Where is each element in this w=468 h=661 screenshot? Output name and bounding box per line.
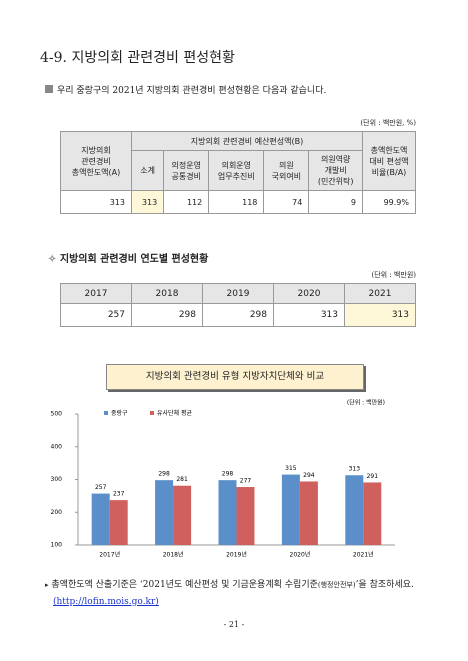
cell: 112 — [163, 190, 210, 214]
note-text: 총액한도액 산출기준은 ‘2021년도 예산편성 및 기금운용계획 수립기준 — [51, 580, 318, 590]
bar — [281, 474, 300, 545]
note-text: ’을 참조하세요. — [355, 580, 414, 590]
link[interactable]: (http://lofin.mois.go.kr) — [53, 597, 159, 607]
bar — [299, 481, 318, 545]
y-tick-label: 500 — [51, 411, 63, 418]
cell: 298 — [131, 303, 203, 327]
header: 소계 — [130, 150, 165, 191]
bar — [363, 482, 382, 545]
header: 의정운영 공통경비 — [163, 150, 210, 191]
data-label: 294 — [303, 472, 315, 479]
data-label: 277 — [240, 478, 252, 485]
chart-unit: (단위 : 백만원) — [347, 399, 385, 407]
section-title: 4-9. 지방의회 관련경비 편성현황 — [40, 50, 235, 66]
legend-swatch — [104, 411, 108, 415]
cell: 298 — [202, 303, 274, 327]
intro: 우리 중랑구의 2021년 지방의회 관련경비 편성현황은 다음과 같습니다. — [45, 83, 326, 96]
x-tick-label: 2021년 — [353, 551, 374, 559]
subtitle-text: 지방의회 관련경비 연도별 편성현황 — [59, 254, 209, 265]
header: 지방의회 관련경비 총액한도액(A) — [60, 131, 132, 191]
x-tick-label: 2020년 — [290, 551, 311, 559]
bar — [345, 475, 364, 545]
bar — [218, 480, 237, 545]
header: 2017 — [60, 283, 132, 304]
y-tick-label: 200 — [51, 509, 63, 516]
data-label: 298 — [158, 471, 170, 478]
header: 의원역량 개발비 (민간위탁) — [308, 150, 363, 191]
data-label: 257 — [95, 484, 107, 491]
cell: 9 — [308, 190, 363, 214]
legend-label: 유사단체 평균 — [157, 409, 193, 417]
x-tick-label: 2019년 — [226, 551, 247, 559]
x-tick-label: 2017년 — [99, 551, 120, 559]
cell: 313 — [60, 190, 132, 214]
subtitle: ✧ 지방의회 관련경비 연도별 편성현황 — [48, 254, 209, 265]
intro-text: 우리 중랑구의 2021년 지방의회 관련경비 편성현황은 다음과 같습니다. — [57, 86, 327, 96]
cell: 313 — [273, 303, 345, 327]
bullet — [45, 85, 53, 93]
legend-swatch — [150, 411, 154, 415]
cell: 313 — [344, 303, 416, 327]
bar — [109, 500, 128, 545]
x-tick-label: 2018년 — [163, 551, 184, 559]
bar — [173, 485, 192, 545]
data-label: 237 — [113, 491, 125, 498]
bar — [236, 487, 255, 545]
header: 의회운영 업무추진비 — [208, 150, 265, 191]
y-tick-label: 100 — [51, 542, 63, 549]
header: 2019 — [202, 283, 274, 304]
yearly-table: 2017 2018 2019 2020 2021 257 298 298 313… — [60, 283, 416, 327]
y-tick-label: 300 — [51, 476, 63, 483]
chart: (단위 : 백만원) 100 200 300 400 500 중랑구 유사단체 평균 2017… — [51, 399, 395, 559]
data-label: 313 — [349, 466, 361, 473]
data-label: 315 — [285, 465, 297, 472]
bar — [91, 493, 110, 545]
page-number: - 21 - — [223, 620, 245, 629]
cell: 74 — [263, 190, 310, 214]
data-label: 291 — [367, 473, 379, 480]
header: 의원 국외여비 — [263, 150, 310, 191]
header: 총액한도액 대비 편성액 비율(B/A) — [362, 131, 416, 191]
unit: (단위 : 백만원) — [371, 271, 416, 279]
data-label: 298 — [222, 471, 234, 478]
header: 2020 — [273, 283, 345, 304]
cell: 118 — [208, 190, 265, 214]
note-source: (행정안전부) — [317, 581, 356, 589]
header: 2021 — [344, 283, 416, 304]
chart-box-title: 지방의회 관련경비 유형 지방자치단체와 비교 — [106, 364, 364, 390]
cell: 257 — [60, 303, 132, 327]
unit: (단위 : 백만원, %) — [360, 119, 416, 127]
header: 지방의회 관련경비 예산편성액(B) — [131, 131, 363, 151]
cell: 99.9% — [362, 190, 416, 214]
cell: 313 — [130, 190, 165, 214]
legend-label: 중랑구 — [111, 410, 128, 417]
y-tick-label: 400 — [51, 443, 63, 450]
data-label: 281 — [176, 476, 188, 483]
header: 2018 — [131, 283, 203, 304]
bar — [155, 480, 174, 545]
budget-table: 지방의회 관련경비 총액한도액(A) 지방의회 관련경비 예산편성액(B) 총액… — [60, 131, 416, 214]
note: ▸ 총액한도액 산출기준은 ‘2021년도 예산편성 및 기금운용계획 수립기준… — [45, 580, 414, 607]
